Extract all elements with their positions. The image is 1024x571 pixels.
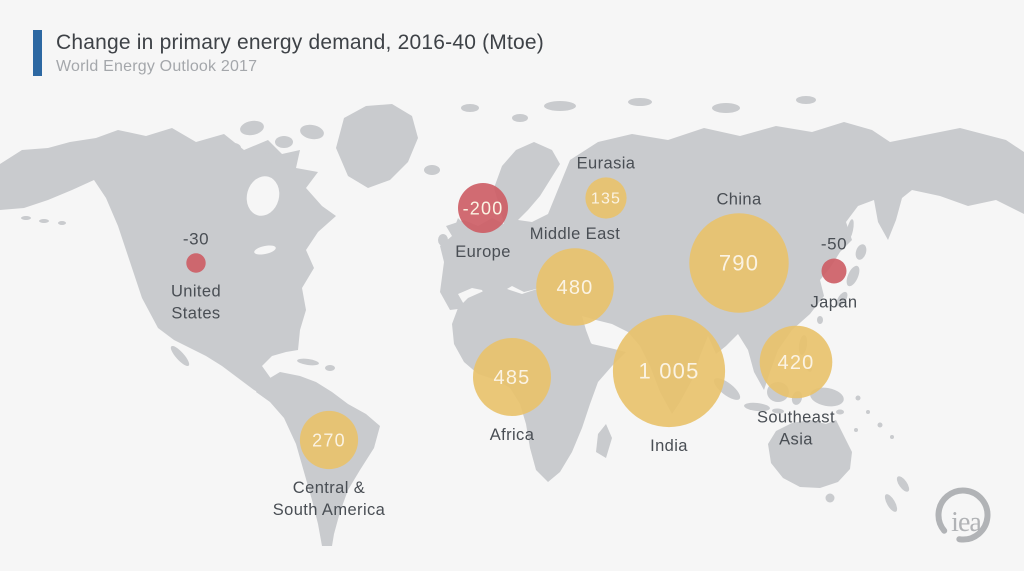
bubble-circle-central-south-america bbox=[299, 410, 359, 470]
bubble-label-central-south-america: South America bbox=[273, 501, 386, 519]
world-map bbox=[0, 96, 1024, 546]
great-lakes bbox=[254, 245, 276, 255]
japan-islands bbox=[846, 265, 860, 287]
bubble-value-europe: -200 bbox=[463, 198, 504, 218]
greenland bbox=[336, 104, 418, 188]
header: Change in primary energy demand, 2016-40… bbox=[33, 30, 544, 77]
arctic-sliver bbox=[544, 101, 576, 111]
aleutian-islands bbox=[58, 221, 66, 225]
bubble-label-japan: Japan bbox=[811, 294, 858, 312]
bubble-group-southeast-asia: 420 Southeast Asia bbox=[757, 325, 835, 448]
united-kingdom bbox=[452, 218, 466, 244]
bubble-value-japan: -50 bbox=[821, 235, 847, 254]
pacific-island bbox=[877, 422, 883, 428]
lesser-sunda bbox=[772, 408, 784, 414]
japan-islands bbox=[836, 291, 848, 307]
tasmania bbox=[825, 493, 835, 503]
arctic-island bbox=[227, 143, 241, 153]
title-block: Change in primary energy demand, 2016-40… bbox=[56, 30, 544, 76]
taiwan bbox=[817, 316, 823, 324]
bubble-value-central-south-america: 270 bbox=[312, 430, 346, 450]
bubble-circle-africa bbox=[473, 338, 551, 416]
bubble-group-europe: -200 Europe bbox=[455, 183, 511, 261]
bubble-circle-europe bbox=[458, 183, 508, 233]
arctic-island bbox=[275, 136, 293, 148]
new-zealand bbox=[884, 494, 898, 512]
aleutian-islands bbox=[21, 216, 31, 220]
bubble-group-central-south-america: 270 Central & South America bbox=[273, 410, 386, 519]
arctic-island bbox=[300, 124, 324, 140]
baja-california bbox=[170, 345, 190, 367]
sakhalin bbox=[846, 219, 854, 241]
bubble-label-southeast-asia: Asia bbox=[779, 430, 813, 448]
bubble-group-india: 1 005 India bbox=[612, 314, 726, 455]
java bbox=[744, 402, 770, 412]
bubble-group-eurasia: 135 Eurasia bbox=[577, 154, 636, 219]
bubble-label-united-states: United bbox=[171, 283, 221, 301]
iea-logo-text: iea bbox=[951, 507, 982, 538]
persian-gulf bbox=[595, 328, 607, 336]
iceland bbox=[424, 165, 440, 175]
aleutian-islands bbox=[39, 219, 49, 223]
arctic-sliver bbox=[796, 96, 816, 104]
continent-australia bbox=[768, 420, 852, 488]
bubble-label-central-south-america: Central & bbox=[293, 479, 365, 497]
pacific-island bbox=[855, 395, 861, 401]
bubble-label-united-states: States bbox=[171, 305, 220, 323]
japan-islands bbox=[855, 244, 867, 260]
cuba bbox=[297, 358, 319, 366]
bubble-value-africa: 485 bbox=[494, 367, 531, 389]
bubble-label-africa: Africa bbox=[490, 426, 535, 444]
bubble-value-india: 1 005 bbox=[638, 359, 699, 384]
ireland bbox=[438, 234, 448, 246]
pacific-island bbox=[890, 435, 894, 439]
bubble-circle-united-states bbox=[186, 253, 206, 273]
bubble-group-china: 790 China bbox=[689, 190, 789, 313]
bubble-circle-china bbox=[689, 213, 789, 313]
madagascar bbox=[596, 424, 612, 458]
bubble-label-middle-east: Middle East bbox=[530, 225, 621, 243]
title-accent-bar bbox=[33, 30, 42, 77]
bubble-value-southeast-asia: 420 bbox=[778, 352, 815, 374]
iea-logo-ring bbox=[935, 487, 991, 543]
arctic-sliver bbox=[461, 104, 479, 112]
bubble-value-middle-east: 480 bbox=[557, 277, 594, 299]
bubble-group-japan: -50 Japan bbox=[811, 235, 858, 312]
bubble-label-europe: Europe bbox=[455, 243, 511, 261]
bubble-value-eurasia: 135 bbox=[591, 191, 621, 208]
pacific-island bbox=[866, 410, 870, 414]
arctic-sliver bbox=[628, 98, 652, 106]
arctic-sliver bbox=[512, 114, 528, 122]
arctic-island bbox=[240, 120, 264, 136]
bubble-group-middle-east: 480 Middle East bbox=[530, 225, 621, 326]
bubble-circle-middle-east bbox=[536, 248, 614, 326]
hudson-bay bbox=[246, 176, 280, 216]
bubble-label-china: China bbox=[716, 190, 762, 208]
bubble-circle-japan bbox=[821, 258, 847, 284]
bubble-group-africa: 485 Africa bbox=[473, 338, 551, 444]
iea-logo: iea bbox=[935, 487, 991, 543]
arctic-sliver bbox=[712, 103, 740, 113]
bubble-label-southeast-asia: Southeast bbox=[757, 408, 835, 426]
bubble-label-eurasia: Eurasia bbox=[577, 154, 636, 172]
new-guinea bbox=[810, 387, 844, 407]
bubble-value-united-states: -30 bbox=[183, 229, 209, 248]
new-zealand bbox=[896, 476, 910, 492]
page-title: Change in primary energy demand, 2016-40… bbox=[56, 31, 544, 54]
page-subtitle: World Energy Outlook 2017 bbox=[56, 58, 258, 76]
bubble-circle-india bbox=[612, 314, 726, 428]
bubble-value-china: 790 bbox=[719, 251, 759, 276]
bubble-label-india: India bbox=[650, 437, 688, 455]
bubble-group-united-states: -30 United States bbox=[171, 229, 221, 322]
hispaniola bbox=[325, 365, 335, 371]
pacific-island bbox=[854, 428, 858, 432]
bubble-layer: -30 United States 270 Central & South America… bbox=[171, 154, 858, 519]
small-island bbox=[836, 409, 844, 415]
bubble-circle-eurasia bbox=[585, 177, 627, 219]
arctic-island bbox=[262, 153, 278, 163]
bubble-circle-southeast-asia bbox=[759, 325, 833, 399]
